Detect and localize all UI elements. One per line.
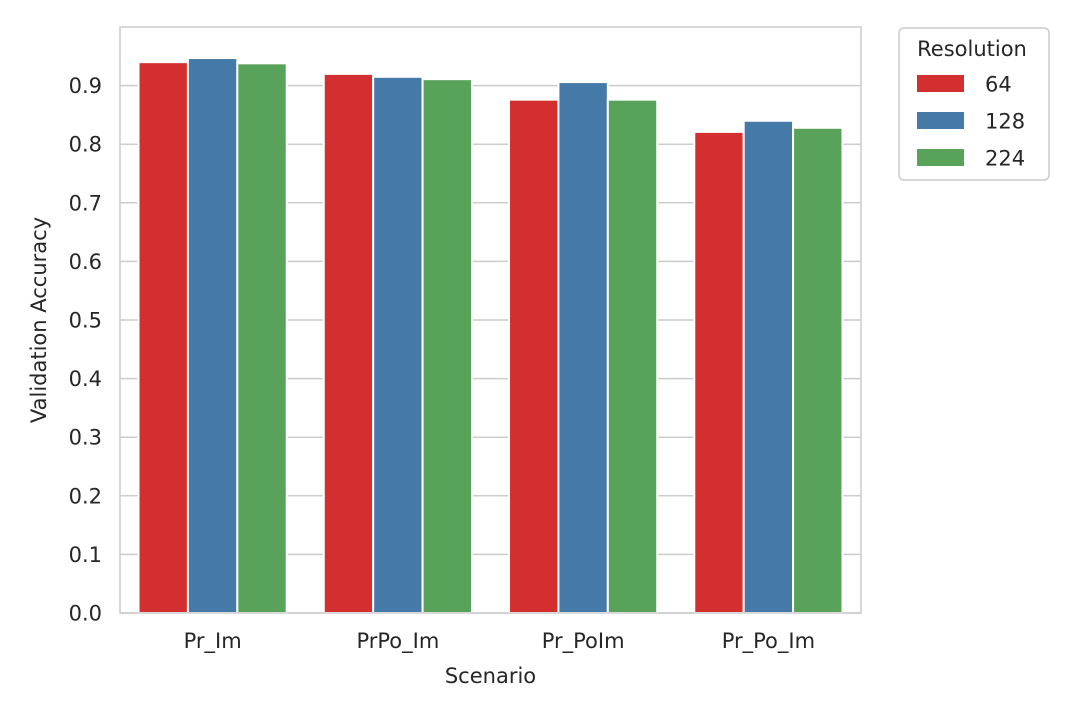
bar-128-Pr_Im — [186, 57, 239, 615]
y-tick-label: 0.2 — [69, 484, 102, 508]
bar-64-Pr_PoIm — [508, 98, 560, 614]
bar-64-Pr_Po_Im — [693, 130, 745, 614]
bar-128-Pr_PoIm — [557, 81, 609, 615]
y-tick-label: 0.7 — [69, 191, 102, 215]
y-tick-label: 0.1 — [69, 543, 102, 567]
x-axis-label: Scenario — [445, 664, 536, 688]
y-tick-label: 0.9 — [69, 74, 102, 98]
bar-64-PrPo_Im — [322, 72, 375, 614]
x-tick-labels: Pr_Im PrPo_Im Pr_PoIm Pr_Po_Im — [184, 629, 815, 654]
bar-128-PrPo_Im — [372, 75, 424, 614]
legend-swatch-128 — [917, 112, 964, 129]
legend-swatch-224 — [917, 149, 964, 166]
legend-items: 64 128 224 — [917, 73, 1025, 171]
y-tick-label: 0.4 — [69, 367, 102, 391]
bars — [137, 57, 844, 615]
x-tick-label: Pr_Po_Im — [722, 629, 815, 654]
plot-frame — [119, 26, 862, 614]
legend-label: 224 — [985, 147, 1025, 171]
legend-label: 64 — [985, 73, 1012, 97]
bar-128-Pr_Po_Im — [742, 119, 795, 614]
bar-64-Pr_Im — [137, 61, 189, 615]
bar-224-Pr_Im — [236, 62, 288, 615]
legend-box — [898, 27, 1050, 181]
bar-224-Pr_PoIm — [606, 98, 659, 614]
y-tick-label: 0.3 — [69, 426, 102, 450]
y-tick-label: 0.8 — [69, 133, 102, 157]
y-tick-label: 0.5 — [69, 309, 102, 333]
legend-swatch-64 — [917, 75, 964, 92]
y-axis-label: Validation Accuracy — [27, 217, 51, 423]
x-tick-label: Pr_PoIm — [542, 629, 625, 654]
legend-title: Resolution — [917, 37, 1027, 61]
x-tick-label: PrPo_Im — [356, 629, 439, 654]
x-tick-label: Pr_Im — [184, 629, 242, 654]
bar-224-Pr_Po_Im — [792, 126, 844, 615]
y-tick-labels: 0.0 0.1 0.2 0.3 0.4 0.5 0.6 0.7 0.8 0.9 — [69, 74, 102, 625]
legend: Resolution 64 128 224 — [898, 27, 1050, 181]
legend-label: 128 — [985, 110, 1025, 134]
y-tick-label: 0.6 — [69, 250, 102, 274]
bar-224-PrPo_Im — [421, 78, 473, 615]
y-tick-label: 0.0 — [69, 602, 102, 626]
